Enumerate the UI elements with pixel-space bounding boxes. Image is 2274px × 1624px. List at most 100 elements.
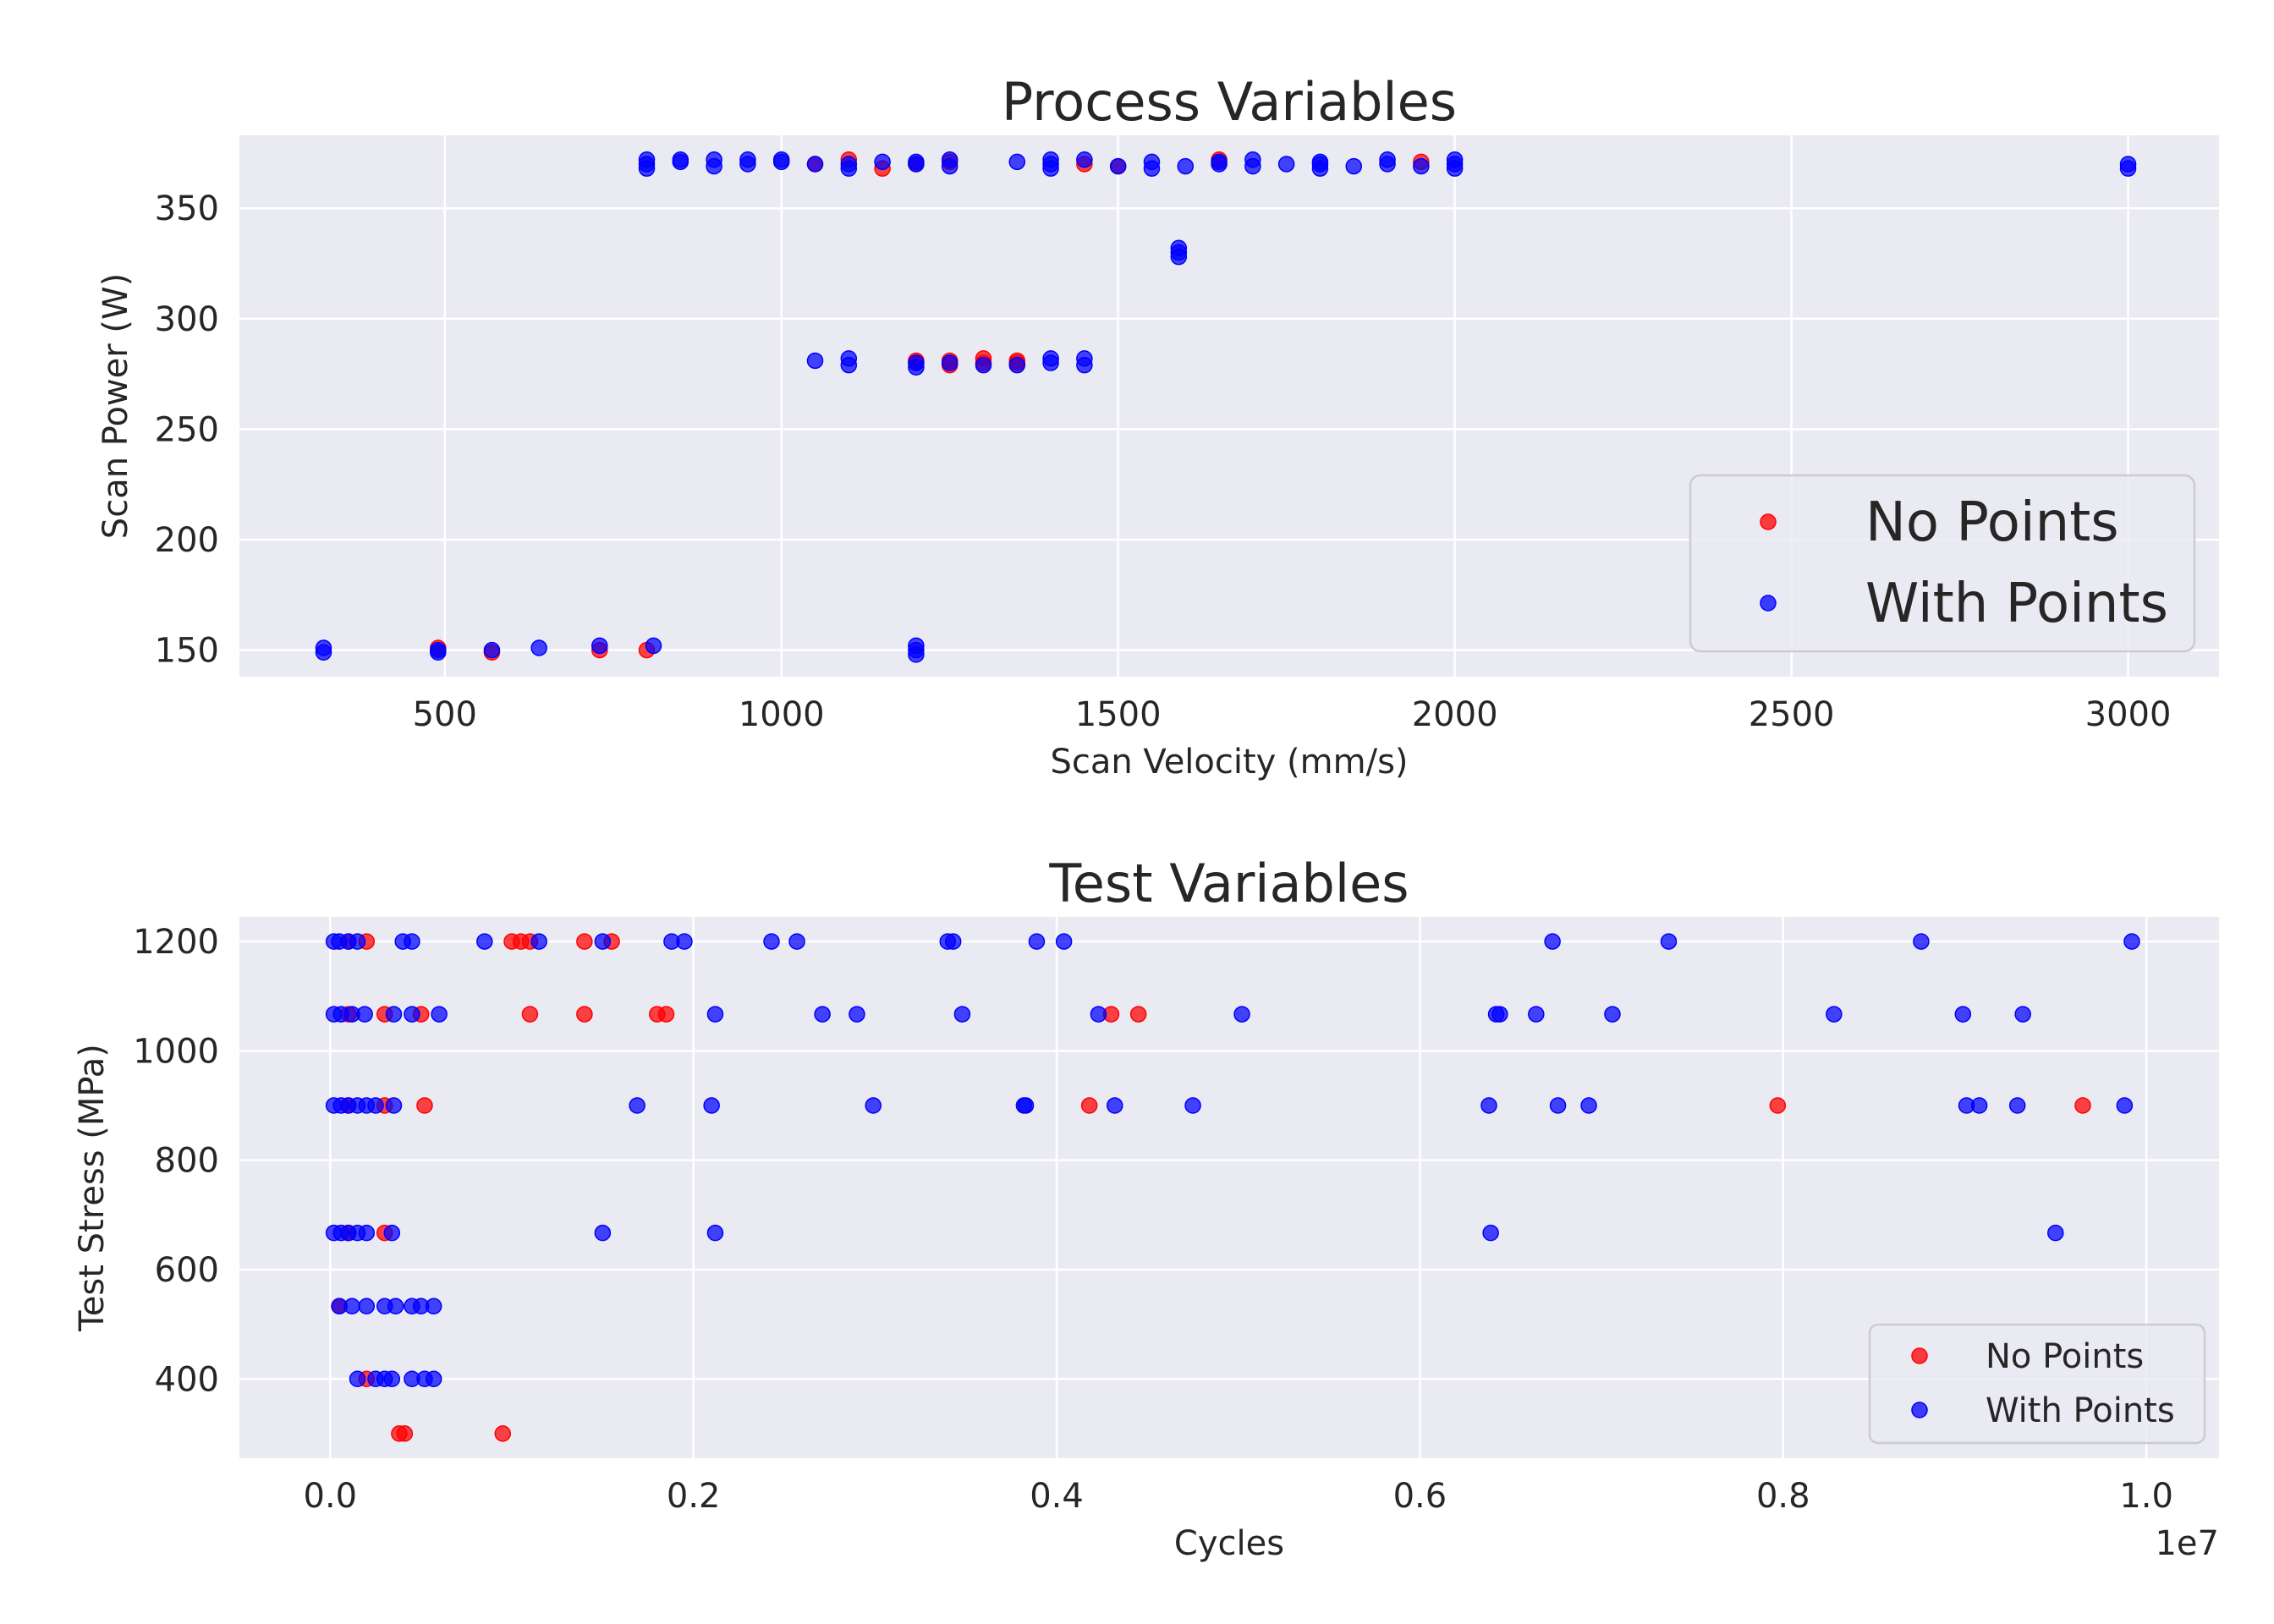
data-point-with-points <box>530 639 547 656</box>
data-point-with-points <box>2008 1097 2026 1114</box>
data-point-with-points <box>706 151 722 168</box>
data-point-with-points <box>1604 1006 1621 1023</box>
data-point-with-points <box>1446 151 1464 168</box>
x-tick-label: 0.2 <box>667 1477 721 1516</box>
chart1-legend-frame <box>1689 474 2196 653</box>
chart2-legend-marker-with-points <box>1911 1402 1928 1418</box>
data-point-with-points <box>1549 1097 1567 1114</box>
chart2-x-offset-label: 1e7 <box>2155 1524 2219 1563</box>
data-point-with-points <box>1660 933 1678 950</box>
data-point-with-points <box>343 1298 360 1315</box>
data-point-with-points <box>739 151 756 168</box>
data-point-with-points <box>387 1298 404 1315</box>
data-point-with-points <box>975 356 992 374</box>
data-point-with-points <box>1379 151 1396 168</box>
data-point-with-points <box>1090 1006 1107 1023</box>
data-point-with-points <box>1277 156 1295 173</box>
data-point-with-points <box>1170 239 1188 256</box>
chart2-y-axis-label: Test Stress (MPa) <box>73 1044 112 1332</box>
data-point-with-points <box>1528 1006 1545 1023</box>
data-point-with-points <box>383 1224 401 1242</box>
data-point-with-points <box>1970 1097 1988 1114</box>
data-point-with-points <box>1913 933 1930 950</box>
data-point-with-points <box>1544 933 1561 950</box>
y-tick-label: 1000 <box>133 1032 219 1071</box>
data-point-with-points <box>1028 933 1046 950</box>
y-tick-label: 250 <box>155 410 219 449</box>
data-point-with-points <box>1233 1006 1250 1023</box>
data-point-with-points <box>1580 1097 1597 1114</box>
y-tick-label: 350 <box>155 189 219 228</box>
x-tick-label: 1500 <box>1075 695 1162 734</box>
data-point-with-points <box>1826 1006 1843 1023</box>
data-point-with-points <box>840 160 858 177</box>
data-point-with-points <box>356 1006 373 1023</box>
data-point-with-points <box>1042 151 1059 168</box>
y-tick-label: 1200 <box>133 923 219 962</box>
data-point-with-points <box>1491 1006 1508 1023</box>
data-point-with-points <box>1076 350 1093 367</box>
data-point-with-points <box>430 644 447 661</box>
data-point-with-points <box>594 933 612 950</box>
data-point-with-points <box>1008 153 1026 171</box>
data-point-no-points <box>2074 1097 2091 1114</box>
data-point-with-points <box>530 933 547 950</box>
data-point-with-points <box>358 1298 376 1315</box>
data-point-with-points <box>591 637 608 655</box>
x-tick-label: 500 <box>413 695 477 734</box>
data-point-with-points <box>1345 157 1362 175</box>
data-point-with-points <box>425 1298 442 1315</box>
chart1-y-axis-label: Scan Power (W) <box>96 273 135 539</box>
chart1-x-tick-labels: 500 1000 1500 2000 2500 3000 <box>413 695 2172 734</box>
data-point-with-points <box>645 637 662 655</box>
data-point-no-points <box>576 1006 593 1023</box>
data-point-with-points <box>1211 153 1228 171</box>
data-point-with-points <box>2014 1006 2031 1023</box>
chart1-legend-marker-no-points <box>1760 513 1777 530</box>
chart1-data-points <box>315 151 2137 663</box>
chart1-legend-label-with-points: With Points <box>1865 573 2168 635</box>
data-point-with-points <box>1954 1006 1972 1023</box>
data-point-with-points <box>1055 933 1073 950</box>
x-tick-label: 0.0 <box>304 1477 358 1516</box>
data-point-with-points <box>806 352 824 370</box>
data-point-with-points <box>638 156 656 173</box>
x-tick-label: 3000 <box>2085 695 2172 734</box>
data-point-with-points <box>944 933 962 950</box>
chart1-legend-label-no-points: No Points <box>1865 491 2119 554</box>
data-point-with-points <box>1076 151 1093 168</box>
data-point-no-points <box>1769 1097 1787 1114</box>
chart1-legend-marker-with-points <box>1760 595 1777 612</box>
chart2-legend-label-no-points: No Points <box>1986 1337 2144 1376</box>
y-tick-label: 300 <box>155 300 219 339</box>
data-point-with-points <box>908 153 925 171</box>
x-tick-label: 0.4 <box>1030 1477 1084 1516</box>
chart2-y-tick-labels: 400 600 800 1000 1200 <box>133 923 219 1399</box>
data-point-no-points <box>1129 1006 1147 1023</box>
data-point-with-points <box>1413 157 1430 175</box>
y-tick-label: 200 <box>155 521 219 560</box>
data-point-with-points <box>404 933 420 950</box>
y-tick-label: 400 <box>155 1360 219 1399</box>
data-point-with-points <box>706 1006 724 1023</box>
data-point-no-points <box>494 1425 512 1442</box>
x-tick-label: 0.6 <box>1393 1477 1447 1516</box>
data-point-with-points <box>1008 356 1026 374</box>
data-point-with-points <box>772 151 790 168</box>
data-point-with-points <box>814 1006 831 1023</box>
data-point-with-points <box>676 933 693 950</box>
data-point-with-points <box>358 1224 376 1242</box>
data-point-with-points <box>908 637 925 655</box>
chart2-legend-frame <box>1868 1323 2206 1445</box>
data-point-with-points <box>1109 157 1127 175</box>
data-point-with-points <box>840 350 858 367</box>
data-point-no-points <box>416 1097 433 1114</box>
data-point-no-points <box>576 933 593 950</box>
data-point-with-points <box>594 1224 612 1242</box>
data-point-with-points <box>2116 1097 2134 1114</box>
data-point-with-points <box>1311 153 1329 171</box>
data-point-with-points <box>385 1097 403 1114</box>
data-point-with-points <box>383 1370 401 1388</box>
data-point-with-points <box>1482 1224 1499 1242</box>
y-tick-label: 800 <box>155 1142 219 1181</box>
